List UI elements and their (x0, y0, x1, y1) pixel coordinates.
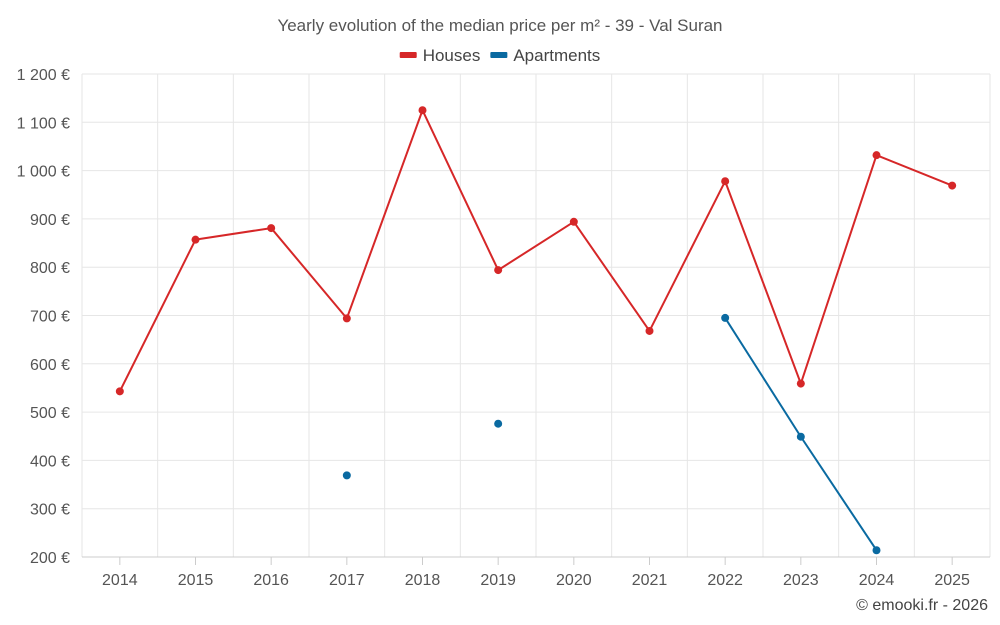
y-tick-label: 800 € (30, 260, 70, 277)
y-tick-label: 300 € (30, 502, 70, 519)
houses-data-point (342, 314, 351, 323)
houses-data-point (191, 235, 200, 244)
y-gridlines (82, 73, 990, 558)
credit-text: © emooki.fr - 2026 (856, 597, 988, 614)
houses-data-point (267, 224, 276, 233)
y-axis-labels: 200 € 300 € 400 € 500 € 600 € 700 € 800 € 900 €… (17, 67, 70, 567)
x-tick-label: 2016 (253, 572, 289, 589)
x-tick-label: 2019 (480, 572, 516, 589)
legend-swatch (399, 52, 417, 58)
x-tick-label: 2025 (934, 572, 970, 589)
legend-swatch (490, 52, 508, 58)
legend-label: Apartments (513, 46, 600, 65)
houses-data-point (796, 379, 805, 388)
y-tick-label: 900 € (30, 212, 70, 229)
y-tick-label: 500 € (30, 405, 70, 422)
houses-data-point (872, 151, 881, 160)
x-tick-label: 2020 (556, 572, 592, 589)
x-tick-label: 2015 (178, 572, 214, 589)
x-tick-label: 2017 (329, 572, 365, 589)
houses-data-point (645, 326, 654, 335)
houses-data-point (948, 181, 957, 190)
apartments-data-point (796, 432, 805, 441)
houses-data-point (115, 387, 124, 396)
houses-data-point (721, 177, 730, 186)
x-tick-label: 2021 (632, 572, 668, 589)
x-tick-label: 2018 (405, 572, 441, 589)
chart-title: Yearly evolution of the median price per… (277, 16, 722, 35)
houses-data-point (569, 217, 578, 226)
houses-series-line (118, 109, 953, 392)
x-tick-label: 2024 (859, 572, 895, 589)
apartments-data-point (872, 546, 881, 555)
x-axis-labels: 2014 2015 2016 2017 2018 2019 2020 2021 2022 2023… (102, 557, 970, 589)
x-tick-label: 2014 (102, 572, 138, 589)
y-tick-label: 1 000 € (17, 164, 70, 181)
legend: Houses Apartments (399, 46, 600, 65)
legend-item-apartments[interactable]: Apartments (490, 46, 600, 65)
y-tick-label: 1 100 € (17, 115, 70, 132)
series-points (115, 106, 957, 555)
y-tick-label: 200 € (30, 550, 70, 567)
apartments-data-point (342, 471, 351, 480)
legend-item-houses[interactable]: Houses (399, 46, 481, 65)
y-tick-label: 400 € (30, 453, 70, 470)
apartments-data-point (494, 419, 503, 428)
legend-label: Houses (423, 46, 481, 65)
houses-data-point (494, 266, 503, 275)
x-tick-label: 2023 (783, 572, 819, 589)
y-tick-label: 700 € (30, 309, 70, 326)
y-tick-label: 600 € (30, 357, 70, 374)
y-tick-label: 1 200 € (17, 67, 70, 84)
houses-data-point (418, 106, 427, 115)
apartments-data-point (721, 313, 730, 322)
x-tick-label: 2022 (707, 572, 743, 589)
